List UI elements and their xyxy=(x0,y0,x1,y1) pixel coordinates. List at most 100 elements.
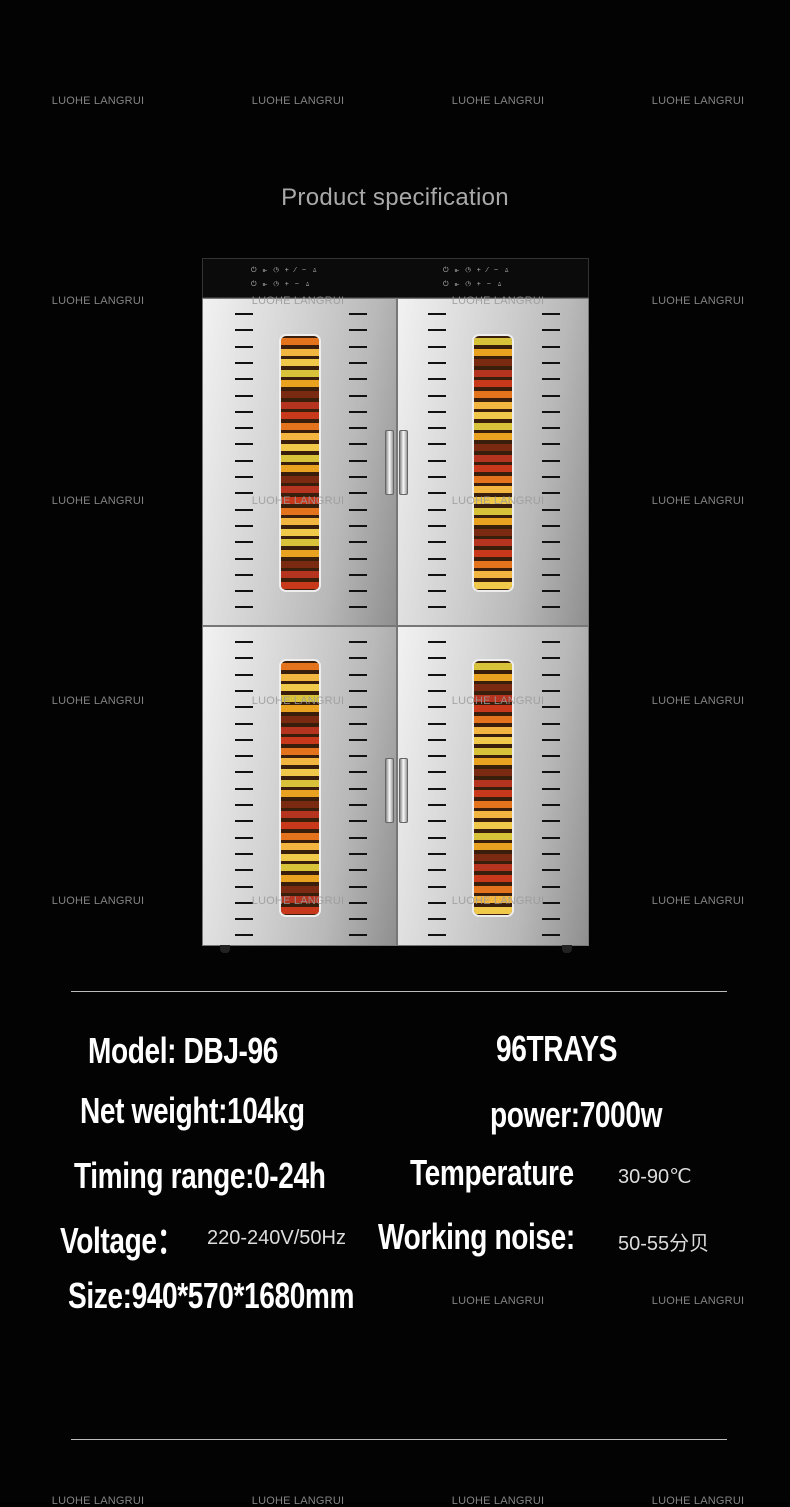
vent-slot xyxy=(235,492,253,495)
vent-slot xyxy=(428,427,446,430)
vent-slot xyxy=(428,657,446,660)
vent-slot xyxy=(542,738,560,741)
food-tray xyxy=(474,811,512,819)
watermark-text: LUOHE LANGRUI xyxy=(251,695,345,707)
vent-slot xyxy=(542,771,560,774)
vent-slot xyxy=(235,508,253,511)
vent-slot xyxy=(428,706,446,709)
food-tray xyxy=(281,758,319,766)
vent-slot xyxy=(349,901,367,904)
food-tray xyxy=(474,465,512,473)
vent-slot xyxy=(349,689,367,692)
wheel xyxy=(562,945,572,953)
spec-temperature-value: 30-90℃ xyxy=(618,1166,692,1188)
vent-slot xyxy=(428,804,446,806)
vent-slot xyxy=(542,657,560,660)
vent-slot xyxy=(235,606,253,609)
spec-noise-value: 50-55分贝 xyxy=(618,1233,710,1255)
vent-slot xyxy=(542,508,560,511)
food-tray xyxy=(474,391,512,398)
vent-slot xyxy=(542,852,560,855)
vent-slot xyxy=(428,313,446,315)
vent-slot xyxy=(349,934,367,937)
vent-slot xyxy=(349,755,367,758)
vent-slot xyxy=(349,476,367,478)
food-tray xyxy=(474,422,512,430)
vent-slot xyxy=(428,934,446,937)
vent-slot xyxy=(349,492,367,495)
vent-slot xyxy=(235,410,253,413)
food-tray xyxy=(474,401,512,409)
vent-slot xyxy=(235,345,253,348)
food-tray xyxy=(474,843,512,851)
food-tray xyxy=(474,412,512,420)
vent-slot xyxy=(235,524,253,527)
food-tray xyxy=(474,779,512,787)
vent-slot xyxy=(542,443,560,446)
vent-slot xyxy=(542,557,560,560)
spec-size: Size:940*570*1680mm xyxy=(68,1275,355,1316)
door-handle xyxy=(399,430,408,495)
watermark-text: LUOHE LANGRUI xyxy=(651,1295,745,1307)
food-tray xyxy=(281,465,319,473)
vent-slot xyxy=(428,394,446,397)
vent-slot xyxy=(349,361,367,364)
food-tray xyxy=(281,560,319,568)
vent-slot xyxy=(428,673,446,676)
watermark-text: LUOHE LANGRUI xyxy=(451,895,545,907)
food-tray xyxy=(281,539,319,547)
spec-noise-label: Working noise: xyxy=(378,1216,575,1257)
vent-slot xyxy=(349,657,367,660)
vent-slot xyxy=(542,689,560,692)
food-tray xyxy=(281,444,319,451)
vent-slot xyxy=(428,590,446,593)
spec-temperature-label: Temperature xyxy=(410,1152,574,1193)
vent-slot xyxy=(542,345,560,348)
watermark-text: LUOHE LANGRUI xyxy=(451,1495,545,1507)
vent-slot xyxy=(428,345,446,348)
vent-slot xyxy=(428,492,446,495)
vent-slot xyxy=(235,313,253,315)
food-tray xyxy=(474,369,512,377)
food-tray xyxy=(281,401,319,409)
vent-slot xyxy=(428,459,446,462)
food-tray xyxy=(281,769,319,776)
viewing-window xyxy=(472,334,514,592)
watermark-text: LUOHE LANGRUI xyxy=(451,695,545,707)
vent-slot xyxy=(349,869,367,872)
vent-slot xyxy=(428,329,446,332)
door-handle xyxy=(385,758,394,823)
food-tray xyxy=(281,663,319,670)
watermark-text: LUOHE LANGRUI xyxy=(651,95,745,107)
vent-slot xyxy=(349,459,367,462)
vent-slot xyxy=(349,557,367,560)
food-tray xyxy=(474,518,512,526)
vent-slot xyxy=(542,673,560,676)
watermark-text: LUOHE LANGRUI xyxy=(51,95,145,107)
spec-trays: 96TRAYS xyxy=(496,1028,618,1069)
control-panel-right-row1: ⏻ ⊪ ◷ + ⁄ − ♙ xyxy=(443,267,512,274)
vent-slot xyxy=(349,606,367,609)
vent-slot xyxy=(542,410,560,413)
vent-slot xyxy=(542,934,560,937)
vent-slot xyxy=(235,476,253,478)
vent-slot xyxy=(349,394,367,397)
food-tray xyxy=(474,550,512,557)
food-tray xyxy=(281,832,319,840)
food-tray xyxy=(281,581,319,589)
vent-slot xyxy=(542,755,560,758)
vent-slot xyxy=(235,361,253,364)
food-tray xyxy=(474,747,512,755)
vent-slot xyxy=(542,476,560,478)
spec-voltage-value: 220-240V/50Hz xyxy=(207,1227,346,1249)
vent-slot xyxy=(542,787,560,790)
food-tray xyxy=(474,380,512,388)
vent-slot xyxy=(235,590,253,593)
spec-model: Model: DBJ-96 xyxy=(88,1030,278,1071)
vent-slot xyxy=(349,378,367,381)
wheel xyxy=(220,945,230,953)
vent-slot xyxy=(349,410,367,413)
vent-slot xyxy=(428,524,446,527)
food-tray xyxy=(281,518,319,526)
vent-slot xyxy=(428,541,446,544)
